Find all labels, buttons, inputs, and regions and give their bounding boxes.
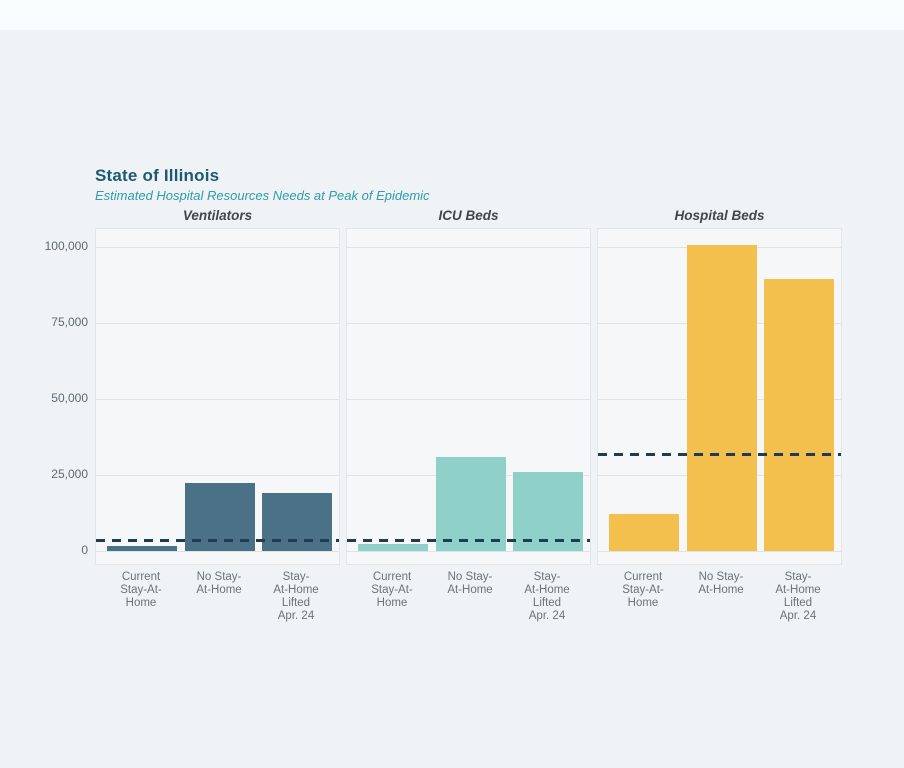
bar-hospital-beds-2 xyxy=(687,244,757,551)
bar-ventilators-3 xyxy=(262,493,332,551)
x-tick-label: Stay- At-Home Lifted Apr. 24 xyxy=(524,571,570,622)
x-axis-labels: Current Stay-At- Home No Stay- At-Home Sta… xyxy=(95,565,340,625)
facet-plot-area xyxy=(597,228,842,565)
facet-title: ICU Beds xyxy=(438,208,499,223)
facet-plot-area xyxy=(95,228,340,565)
capacity-dashed-line xyxy=(598,453,841,457)
y-tick-label-50000: 50,000 xyxy=(51,391,88,405)
bar-hospital-beds-1 xyxy=(609,513,679,551)
hospital-resources-chart: State of Illinois Estimated Hospital Res… xyxy=(45,166,842,625)
capacity-dashed-line xyxy=(347,538,590,542)
chart-subtitle: Estimated Hospital Resources Needs at Pe… xyxy=(95,188,430,203)
bar-icu-beds-2 xyxy=(436,456,506,551)
gridline-75000 xyxy=(96,322,339,324)
x-tick-label: Stay- At-Home Lifted Apr. 24 xyxy=(273,571,319,622)
bar-icu-beds-1 xyxy=(358,544,428,551)
facet-icu-beds: ICU Beds Current Stay-At- Home No Stay- At… xyxy=(346,208,591,625)
gridline-75000 xyxy=(347,322,590,324)
x-tick-label: No Stay- At-Home xyxy=(698,571,744,596)
gridline-50000 xyxy=(347,398,590,400)
x-tick-label: Current Stay-At- Home xyxy=(371,571,413,609)
facet-panels: Ventilators Current Stay-At- Home No Stay-… xyxy=(45,208,842,625)
x-tick-label: Current Stay-At- Home xyxy=(622,571,664,609)
gridline-0 xyxy=(347,550,590,552)
gridline-0 xyxy=(96,550,339,552)
y-tick-label-0: 0 xyxy=(81,543,88,557)
bar-hospital-beds-3 xyxy=(764,279,834,551)
facet-ventilators: Ventilators Current Stay-At- Home No Stay-… xyxy=(95,208,340,625)
x-tick-label: Current Stay-At- Home xyxy=(120,571,162,609)
x-tick-label: Stay- At-Home Lifted Apr. 24 xyxy=(775,571,821,622)
chart-title: State of Illinois xyxy=(95,166,220,185)
x-tick-label: No Stay- At-Home xyxy=(196,571,242,596)
facet-hospital-beds: Hospital Beds Current Stay-At- Home No Sta… xyxy=(597,208,842,625)
gridline-100000 xyxy=(347,246,590,248)
facet-title: Ventilators xyxy=(182,208,253,223)
gridline-100000 xyxy=(96,246,339,248)
x-axis-labels: Current Stay-At- Home No Stay- At-Home Sta… xyxy=(346,565,591,625)
bar-icu-beds-3 xyxy=(513,471,583,551)
facet-plot-area xyxy=(346,228,591,565)
y-tick-label-100000: 100,000 xyxy=(44,239,88,253)
bar-ventilators-1 xyxy=(107,545,177,551)
gridline-50000 xyxy=(96,398,339,400)
top-strip xyxy=(0,0,904,30)
y-tick-label-25000: 25,000 xyxy=(51,467,88,481)
gridline-25000 xyxy=(96,474,339,476)
y-tick-label-75000: 75,000 xyxy=(51,315,88,329)
capacity-dashed-line xyxy=(96,538,339,542)
x-tick-label: No Stay- At-Home xyxy=(447,571,493,596)
facet-title: Hospital Beds xyxy=(674,208,765,223)
x-axis-labels: Current Stay-At- Home No Stay- At-Home Sta… xyxy=(597,565,842,625)
gridline-0 xyxy=(598,550,841,552)
